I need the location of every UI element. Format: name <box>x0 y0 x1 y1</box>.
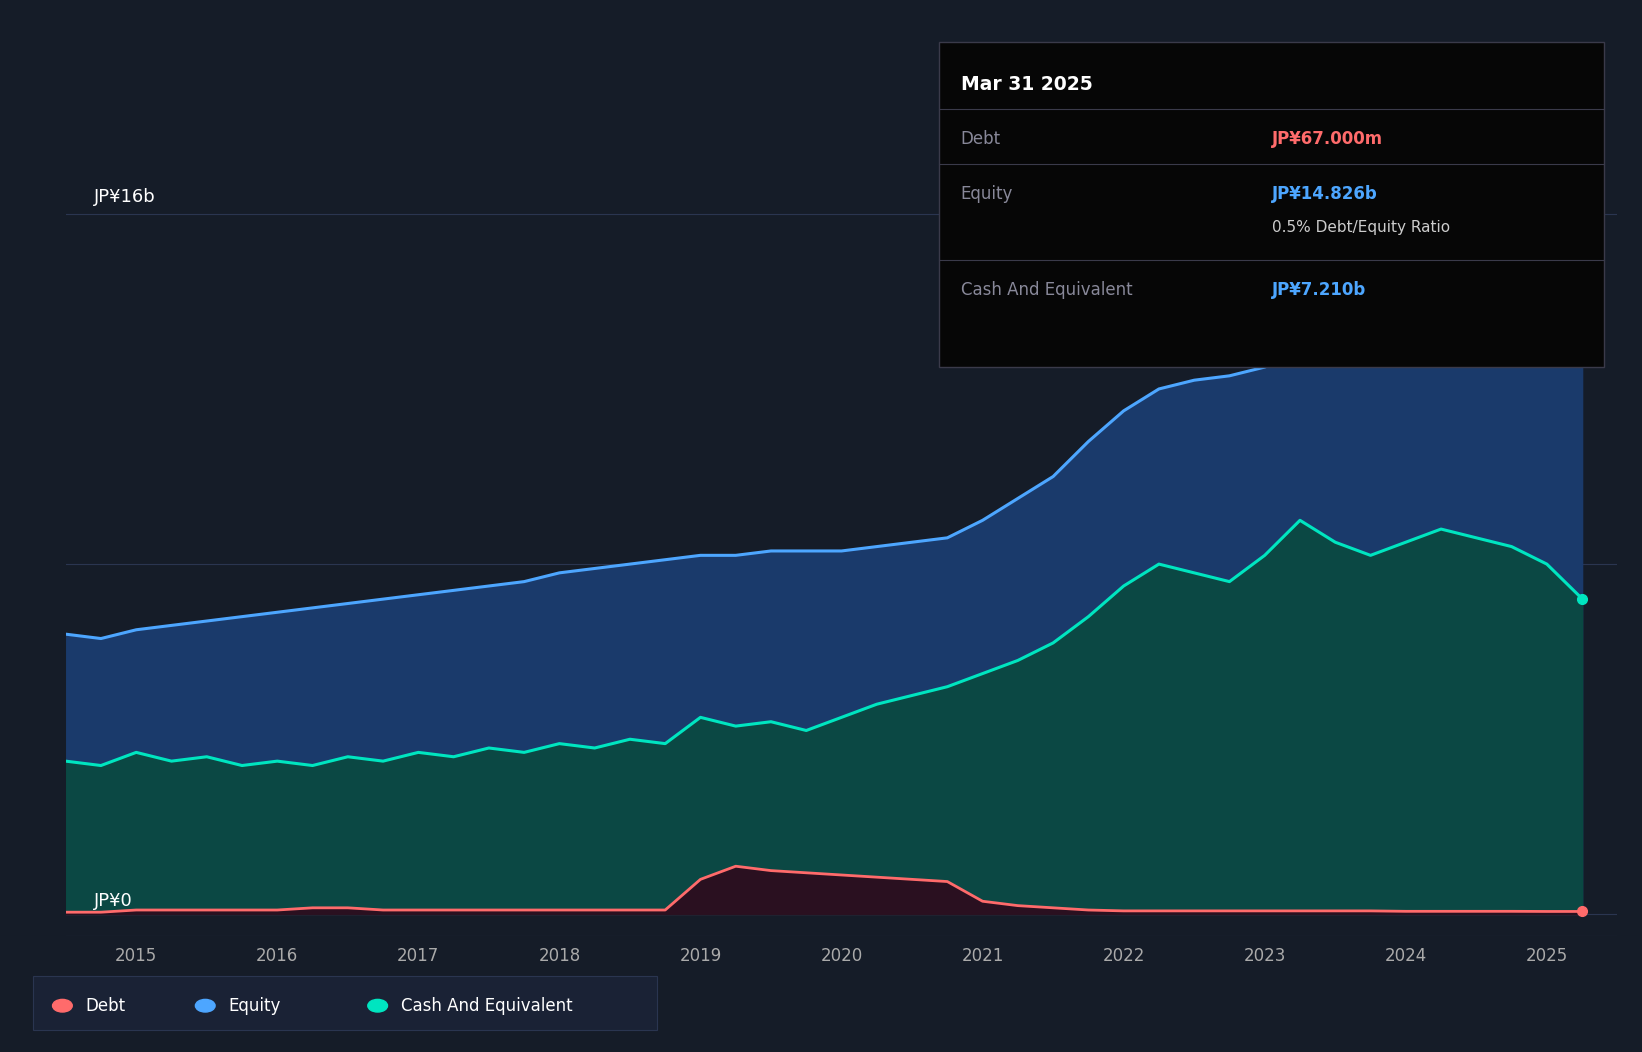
Text: Debt: Debt <box>961 130 1000 148</box>
Text: Equity: Equity <box>228 996 281 1015</box>
Text: Cash And Equivalent: Cash And Equivalent <box>961 281 1133 299</box>
Text: JP¥7.210b: JP¥7.210b <box>1271 281 1366 299</box>
Text: Mar 31 2025: Mar 31 2025 <box>961 76 1092 95</box>
Text: JP¥16b: JP¥16b <box>94 187 156 206</box>
Text: Cash And Equivalent: Cash And Equivalent <box>401 996 573 1015</box>
Text: JP¥0: JP¥0 <box>94 892 133 910</box>
Text: Equity: Equity <box>961 185 1013 203</box>
Text: JP¥14.826b: JP¥14.826b <box>1271 185 1378 203</box>
Text: 0.5% Debt/Equity Ratio: 0.5% Debt/Equity Ratio <box>1271 220 1450 235</box>
Text: JP¥67.000m: JP¥67.000m <box>1271 130 1383 148</box>
Text: Debt: Debt <box>85 996 125 1015</box>
